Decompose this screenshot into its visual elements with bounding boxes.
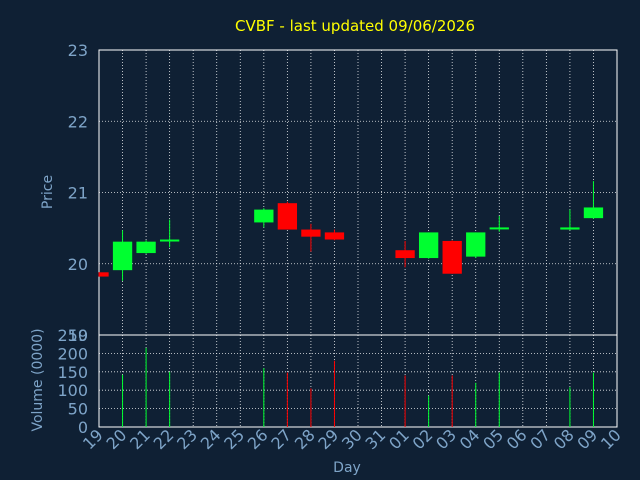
volume-tick-label: 0 <box>78 418 88 437</box>
price-tick-label: 22 <box>68 112 88 131</box>
candle-body <box>583 207 604 219</box>
price-panel: 19 20 21 22 23 <box>68 41 618 427</box>
volume-tick-label: 250 <box>57 326 88 345</box>
candle-body <box>466 232 486 257</box>
price-tick-label: 23 <box>68 41 88 60</box>
candle-body <box>560 227 580 230</box>
candle-body <box>136 241 156 254</box>
x-axis: 1920212223242526272829303101020304050607… <box>79 425 625 453</box>
volume-tick-label: 100 <box>57 381 88 400</box>
price-tick-label: 21 <box>68 184 88 203</box>
price-tick-label: 19 <box>68 326 88 345</box>
candle-body <box>489 227 509 230</box>
candle-body <box>395 250 415 259</box>
price-tick-label: 20 <box>68 255 88 274</box>
x-axis-label: Day <box>333 460 361 476</box>
candle-body <box>254 209 274 223</box>
candle-body <box>112 241 133 271</box>
volume-tick-label: 50 <box>68 400 88 419</box>
chart-title: CVBF - last updated 09/06/2026 <box>235 17 475 35</box>
candle-body <box>301 229 321 237</box>
candle-body <box>442 240 462 274</box>
price-axis-label: Price <box>40 175 56 209</box>
volume-tick-label: 150 <box>57 363 88 382</box>
candle-body <box>99 272 109 277</box>
candle-body <box>324 232 345 240</box>
volume-tick-label: 200 <box>57 344 88 363</box>
candle-body <box>159 239 180 242</box>
candle-body <box>418 232 439 259</box>
candle-body <box>277 203 298 230</box>
volume-plot-frame <box>98 334 618 428</box>
volume-axis-label: Volume (0000) <box>30 328 46 431</box>
